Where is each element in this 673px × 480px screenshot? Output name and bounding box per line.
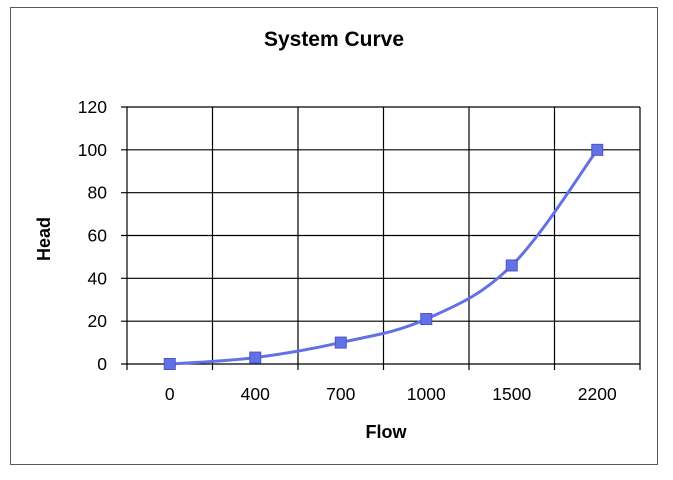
series xyxy=(163,143,604,370)
data-point xyxy=(334,336,347,349)
tick-labels: 0 20 40 60 80 100 120 0 400 700 1000 1500 2200 xyxy=(78,97,617,404)
y-tick-label: 40 xyxy=(88,268,108,288)
x-tick-label: 0 xyxy=(165,384,175,404)
grid xyxy=(121,106,641,370)
x-tick-label: 1000 xyxy=(407,384,446,404)
y-tick-label: 20 xyxy=(88,311,108,331)
y-tick-label: 60 xyxy=(88,226,108,246)
x-tick-label: 700 xyxy=(326,384,355,404)
data-point xyxy=(420,313,433,326)
x-axis-label: Flow xyxy=(366,422,408,442)
y-axis-label: Head xyxy=(34,217,54,261)
data-point xyxy=(163,358,176,370)
y-tick-label: 80 xyxy=(88,183,108,203)
data-point xyxy=(505,259,518,272)
y-tick-label: 100 xyxy=(78,140,107,160)
x-tick-label: 400 xyxy=(241,384,270,404)
x-tick-label: 2200 xyxy=(578,384,617,404)
chart-title: System Curve xyxy=(264,28,404,51)
data-point xyxy=(591,143,604,156)
y-tick-label: 0 xyxy=(97,354,107,374)
x-tick-label: 1500 xyxy=(492,384,531,404)
y-tick-label: 120 xyxy=(78,97,107,117)
data-point xyxy=(249,351,262,364)
